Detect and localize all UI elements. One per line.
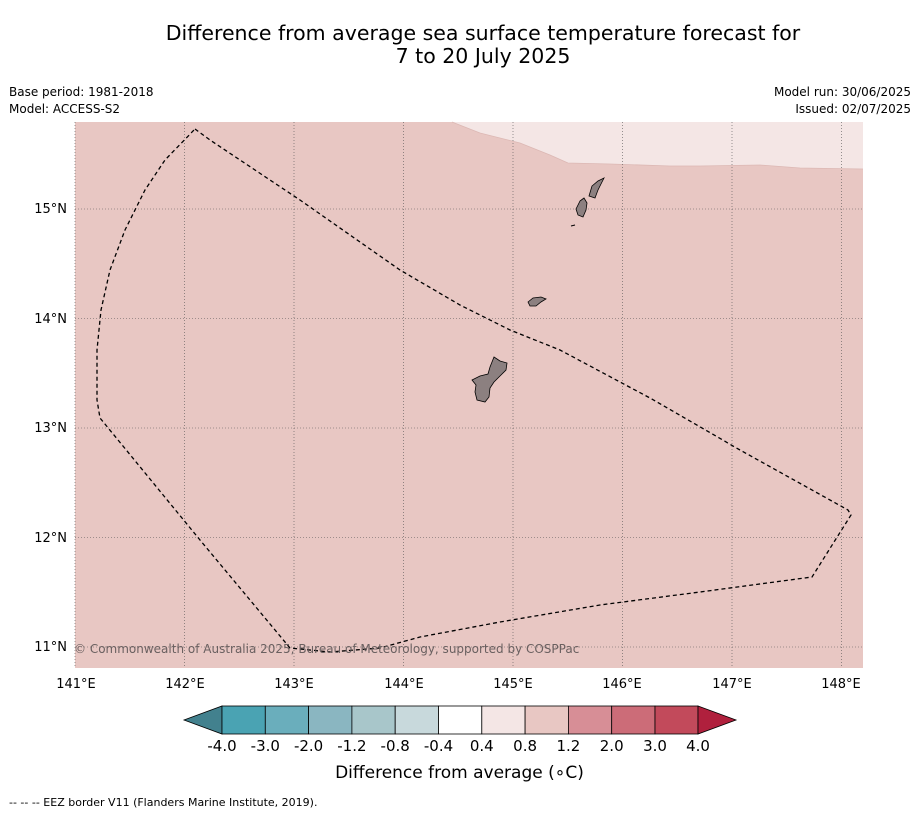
colorbar-tick-label: -4.0 [207,737,237,755]
contour-line [451,121,864,170]
lat-label: 13°N [34,421,67,436]
colorbar-tick-label: -0.8 [380,737,410,755]
colorbar-bin [654,705,699,735]
title-line-2: 7 to 20 July 2025 [395,44,571,68]
colorbar-tick-label: 2.0 [599,737,624,755]
rota-island [527,296,547,307]
colorbar-tick-label: -1.2 [337,737,367,755]
meta-right: Model run: 30/06/2025 Issued: 02/07/2025 [774,84,911,118]
chart-title: Difference from average sea surface temp… [0,22,919,68]
grid-lines [74,122,863,668]
colorbar-extend-high [697,705,738,735]
colorbar-bin [221,705,266,735]
colorbar-tick-label: 0.8 [513,737,538,755]
meta-left: Base period: 1981-2018 Model: ACCESS-S2 [9,84,154,118]
colorbar-bin [568,705,613,735]
eez-border [96,128,852,653]
lon-label: 147°E [712,677,752,692]
lon-label: 145°E [493,677,533,692]
colorbar-tick-label: -0.4 [423,737,454,755]
anomaly-region-0-4-0-8 [452,122,863,169]
model-run: Model run: 30/06/2025 [773,85,911,99]
copyright-text: © Commonwealth of Australia 2025, Bureau… [74,642,579,656]
lon-label: 148°E [821,677,861,692]
colorbar-tick-label: 1.2 [556,737,581,755]
colorbar-bin [524,705,569,735]
colorbar [182,705,738,735]
lat-label: 14°N [34,312,67,327]
colorbar-tick-label: -3.0 [250,737,280,755]
colorbar-bin [611,705,656,735]
base-period: Base period: 1981-2018 [9,85,154,99]
colorbar-tick-label: 3.0 [643,737,667,755]
anomaly-region-0-8-1-2 [75,122,863,668]
model-name: Model: ACCESS-S2 [9,102,121,116]
lon-label: 141°E [56,677,96,692]
colorbar-bin [394,705,439,735]
eez-legend-note: -- -- -- EEZ border V11 (Flanders Marine… [9,796,318,809]
saipan-island [588,177,605,199]
longitude-labels: 141°E 142°E 143°E 144°E 145°E 146°E 147°… [56,677,861,692]
colorbar-tick-label: 4.0 [686,737,710,755]
colorbar-tick-label: 0.4 [469,737,494,755]
colorbar-extend-low [182,705,223,735]
issued-date: Issued: 02/07/2025 [795,102,911,116]
aguijan-island [570,224,576,227]
lon-label: 143°E [274,677,314,692]
colorbar-bin [351,705,396,735]
colorbar-bin [264,705,309,735]
colorbar-bin [438,705,483,735]
colorbar-tick-label: -2.0 [293,737,324,755]
colorbar-bin [308,705,353,735]
lat-label: 11°N [34,640,67,655]
colorbar-title: Difference from average (∘C) [335,763,584,783]
lat-label: 15°N [34,202,67,217]
latitude-labels: 15°N 14°N 13°N 12°N 11°N [34,202,67,655]
lat-label: 12°N [34,531,67,546]
tinian-island [575,197,588,218]
lon-label: 146°E [602,677,642,692]
title-line-1: Difference from average sea surface temp… [165,21,801,45]
guam-island [471,356,508,403]
lon-label: 144°E [384,677,424,692]
colorbar-bin [481,705,526,735]
lon-label: 142°E [165,677,205,692]
